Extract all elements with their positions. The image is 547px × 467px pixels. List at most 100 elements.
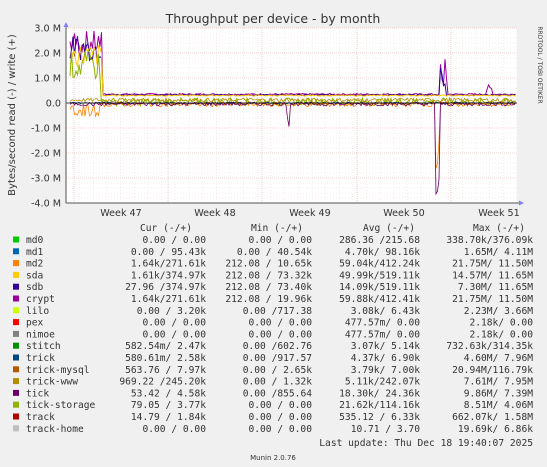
x-tick-label: Week 50: [383, 208, 425, 219]
legend-cur-value: 969.22 /245.20k: [119, 377, 206, 388]
legend-swatch: [13, 378, 19, 385]
legend-cur-value: 0.00 / 0.00: [142, 424, 206, 435]
legend-swatch: [13, 342, 19, 349]
legend-max-value: 20.94M/116.79k: [452, 365, 533, 376]
legend-cur-value: 1.64k/271.61k: [131, 259, 206, 270]
legend-avg-value: 477.57m/ 0.00: [345, 318, 420, 329]
legend-max-value: 4.60M/ 7.96M: [464, 353, 534, 364]
legend-avg-value: 3.79k/ 7.00k: [351, 365, 421, 376]
series-line-tick: [69, 101, 516, 196]
legend-min-value: 0.00 / 2.65k: [243, 365, 313, 376]
y-tick-label: 3.0 M: [34, 24, 61, 35]
legend-max-value: 2.23M/ 3.66M: [464, 306, 534, 317]
legend-swatch: [13, 366, 19, 373]
legend-series-name: lilo: [26, 306, 49, 317]
legend-swatch: [13, 330, 19, 337]
legend-avg-value: 477.57m/ 0.00: [345, 329, 420, 340]
last-update: Last update: Thu Dec 18 19:40:07 2025: [319, 438, 533, 449]
series-lines: [66, 30, 517, 196]
legend-max-value: 7.61M/ 7.95M: [464, 377, 534, 388]
legend-max-value: 1.65M/ 4.11M: [464, 247, 534, 258]
legend-cur-value: 53.42 / 4.58k: [131, 388, 206, 399]
x-tick-label: Week 47: [100, 208, 142, 219]
legend-max-value: 732.63k/314.35k: [446, 341, 533, 352]
legend-avg-value: 21.62k/114.16k: [339, 400, 420, 411]
legend-series-name: trick-www: [26, 377, 78, 388]
legend-max-value: 2.18k/ 0.00: [469, 329, 533, 340]
legend-min-value: 0.00 /602.76: [243, 341, 313, 352]
y-tick-label: -4.0 M: [31, 199, 61, 210]
legend-avg-value: 14.09k/519.11k: [339, 282, 420, 293]
legend-swatch: [13, 236, 19, 243]
legend-avg-value: 5.11k/242.07k: [345, 377, 420, 388]
legend-min-value: 0.00 / 0.00: [248, 329, 312, 340]
y-tick-label: -2.0 M: [31, 149, 61, 160]
legend-series-name: trick-mysql: [26, 365, 90, 376]
legend-series-name: pex: [26, 318, 44, 329]
legend-min-value: 0.00 /917.57: [243, 353, 313, 364]
legend-series-name: tick: [26, 388, 49, 399]
legend-avg-value: 59.04k/412.24k: [339, 259, 420, 270]
legend-swatch: [13, 307, 19, 314]
legend-min-value: 212.08 / 73.32k: [225, 270, 312, 281]
legend-min-value: 0.00 / 0.00: [248, 318, 312, 329]
column-header-max: Max (-/+): [473, 223, 525, 234]
legend-swatch: [13, 413, 19, 420]
y-axis-arrow-icon: [63, 22, 69, 27]
legend-min-value: 0.00 /855.64: [243, 388, 313, 399]
legend-table: Cur (-/+) Min (-/+) Avg (-/+) Max (-/+) …: [13, 223, 533, 435]
rrdtool-credit: RRDTOOL / TOBI OETIKER: [536, 26, 543, 103]
legend-cur-value: 580.61m/ 2.58k: [125, 353, 206, 364]
legend-avg-value: 3.08k/ 6.43k: [351, 306, 421, 317]
legend-min-value: 0.00 / 1.32k: [243, 377, 313, 388]
legend-cur-value: 582.54m/ 2.47k: [125, 341, 206, 352]
y-tick-label: -1.0 M: [31, 124, 61, 135]
legend-cur-value: 1.61k/374.97k: [131, 270, 206, 281]
legend-swatch: [13, 260, 19, 267]
legend-min-value: 0.00 / 40.54k: [237, 247, 312, 258]
legend-swatch: [13, 283, 19, 290]
legend-series-name: tick-storage: [26, 400, 96, 411]
legend-cur-value: 27.96 /374.97k: [125, 282, 206, 293]
legend-avg-value: 59.88k/412.41k: [339, 294, 420, 305]
legend-series-name: md1: [26, 247, 44, 258]
axes: [63, 22, 524, 206]
column-header-cur: Cur (-/+): [140, 223, 192, 234]
legend-min-value: 0.00 / 0.00: [248, 400, 312, 411]
legend-swatch: [13, 295, 19, 302]
legend-avg-value: 49.99k/519.11k: [339, 270, 420, 281]
legend-max-value: 8.51M/ 4.06M: [464, 400, 534, 411]
x-axis-arrow-icon: [519, 200, 524, 206]
y-tick-label: 0.0: [46, 99, 61, 110]
legend-swatch: [13, 319, 19, 326]
legend-cur-value: 563.76 / 7.97k: [125, 365, 206, 376]
legend-series-name: md0: [26, 235, 44, 246]
legend-max-value: 662.07k/ 1.58M: [452, 412, 533, 423]
legend-max-value: 338.70k/376.09k: [446, 235, 533, 246]
legend-series-name: crypt: [26, 294, 55, 305]
legend-series-name: sda: [26, 270, 43, 281]
legend-series-name: nimoe: [26, 329, 55, 340]
grid: [66, 27, 518, 204]
legend-max-value: 7.30M/ 11.65M: [458, 282, 533, 293]
x-tick-label: Week 48: [194, 208, 236, 219]
legend-avg-value: 10.71 / 3.70: [351, 424, 421, 435]
legend-cur-value: 79.05 / 3.77k: [131, 400, 206, 411]
x-tick-labels: Week 47 Week 48 Week 49 Week 50 Week 51: [100, 208, 520, 219]
legend-cur-value: 14.79 / 1.84k: [131, 412, 206, 423]
y-tick-label: -3.0 M: [31, 174, 61, 185]
legend-swatch: [13, 401, 19, 408]
legend-cur-value: 0.00 / 0.00: [142, 235, 206, 246]
chart-title: Throughput per device - by month: [165, 11, 381, 26]
legend-cur-value: 1.64k/271.61k: [131, 294, 206, 305]
y-tick-label: 2.0 M: [34, 49, 61, 60]
legend-series-name: md2: [26, 259, 43, 270]
legend-cur-value: 0.00 / 95.43k: [131, 247, 206, 258]
legend-max-value: 21.75M/ 11.50M: [452, 259, 533, 270]
column-header-avg: Avg (-/+): [363, 223, 415, 234]
y-tick-label: 1.0 M: [34, 74, 61, 85]
y-axis-label: Bytes/second read (-) / write (+): [7, 34, 18, 196]
legend-avg-value: 3.07k/ 5.14k: [351, 341, 421, 352]
legend-series-name: stitch: [26, 341, 61, 352]
